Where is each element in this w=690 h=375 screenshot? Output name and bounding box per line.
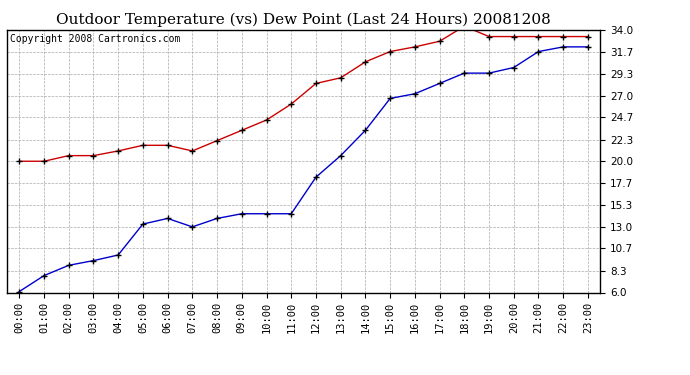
Title: Outdoor Temperature (vs) Dew Point (Last 24 Hours) 20081208: Outdoor Temperature (vs) Dew Point (Last… [56,13,551,27]
Text: Copyright 2008 Cartronics.com: Copyright 2008 Cartronics.com [10,34,180,44]
